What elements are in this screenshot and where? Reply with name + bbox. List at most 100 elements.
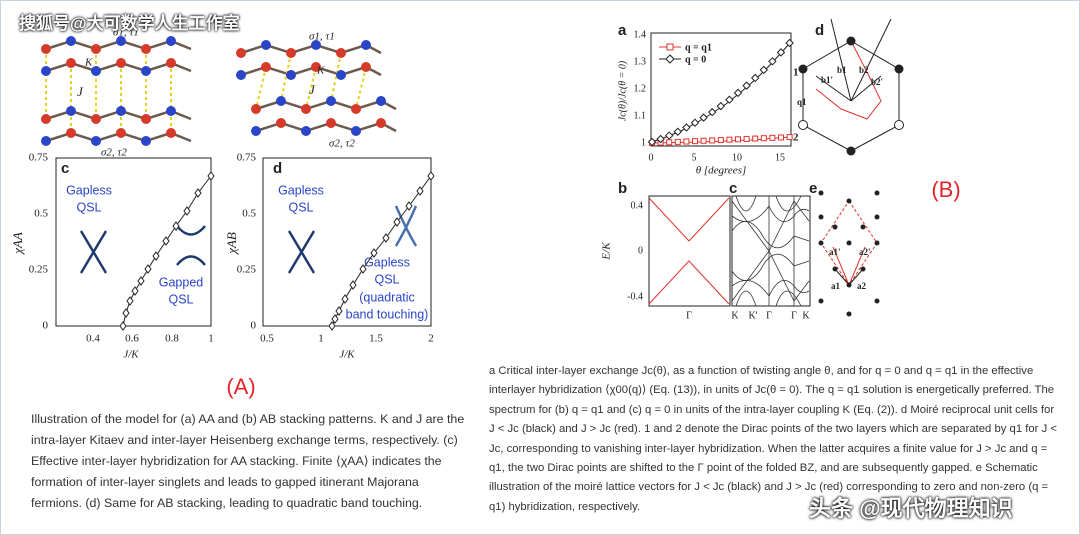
marker (786, 134, 793, 141)
lattice-label: K (84, 57, 93, 69)
panel-label: b (618, 180, 627, 197)
marker (716, 101, 726, 111)
marker (752, 135, 759, 142)
x-axis-label: J/K (123, 349, 139, 361)
panel-tag: (B) (931, 177, 960, 202)
y-tick-label: 1.3 (634, 56, 647, 67)
panel-label: d (815, 22, 824, 39)
y-tick-label: -0.4 (627, 291, 643, 302)
annotation: Gapless (364, 255, 410, 269)
marker (656, 134, 665, 144)
lattice-label: K (316, 65, 325, 77)
y-tick-label: 1.2 (634, 83, 647, 94)
annotation: Gapless (278, 183, 324, 197)
plot-d: d 0 0.25 0.5 0.75 0.5 1 1.5 2 J/K χAB Ga… (224, 152, 435, 361)
vector-label: a1 (831, 281, 841, 291)
y-tick-label: 0.75 (29, 152, 49, 164)
x-tick-label: 0 (649, 152, 654, 163)
x-tick-label: 2 (428, 333, 434, 345)
marker (725, 95, 734, 104)
x-tick-label: 0.6 (125, 333, 139, 345)
plot-a: a 1 1.1 1.2 1.3 1.4 0 5 10 15 θ [degrees… (617, 22, 794, 177)
y-tick-label: 0.75 (237, 152, 257, 164)
x-tick-label: 10 (732, 152, 742, 163)
marker (760, 135, 767, 142)
y-tick-label: 0.5 (34, 208, 48, 220)
marker (778, 134, 784, 141)
vector-label: a1' (829, 247, 841, 257)
marker (700, 137, 707, 144)
x-tick-label: Γ (686, 310, 692, 321)
annotation: QSL (374, 272, 399, 286)
marker (692, 138, 698, 145)
x-tick-label: Γ (791, 310, 797, 321)
x-tick-label: 1 (318, 333, 324, 345)
x-tick-label: 5 (692, 152, 697, 163)
y-axis-label: E/K (601, 242, 613, 261)
lattice-ab (236, 40, 397, 136)
point-label: 1 (793, 67, 799, 79)
watermark: 头条 @现代物理知识 (809, 496, 1013, 521)
y-axis-label: χAB (224, 232, 239, 256)
x-tick-label: 0.8 (165, 333, 179, 345)
marker (742, 81, 751, 90)
y-tick-label: 0.4 (631, 200, 644, 211)
y-tick-label: 0.25 (237, 264, 257, 276)
lattice-label: J (77, 84, 84, 99)
panel-tag: (A) (226, 374, 255, 399)
lattice-aa (41, 36, 192, 146)
panel-label: d (273, 160, 282, 177)
annotation: (quadratic (359, 290, 415, 304)
y-tick-label: 0.5 (242, 208, 256, 220)
caption: a Critical inter-layer exchange Jc(θ), a… (489, 365, 1057, 513)
marker (769, 134, 776, 141)
annotation: Gapped (159, 275, 204, 289)
y-tick-label: 0.25 (29, 264, 49, 276)
watermark: 搜狐号@大可数学人生工作室 (19, 14, 240, 33)
legend-label: q = 0 (685, 54, 706, 65)
y-tick-label: 0 (638, 245, 643, 256)
x-tick-label: 15 (775, 152, 785, 163)
lattice-label: σ2, τ2 (329, 138, 355, 150)
marker (682, 123, 691, 132)
marker (717, 137, 724, 144)
marker (776, 48, 786, 57)
marker (699, 113, 708, 122)
marker (666, 139, 673, 146)
marker (690, 118, 700, 127)
x-tick-label: 1 (208, 333, 214, 345)
lattice-label: σ1, τ1 (113, 27, 139, 39)
lattice-label: σ2, τ2 (101, 147, 127, 159)
panel-label: a (618, 22, 627, 39)
marker (664, 131, 674, 140)
lattice-label: J (309, 82, 316, 97)
marker (733, 88, 743, 98)
y-tick-label: 1.1 (634, 110, 647, 121)
annotation: QSL (288, 200, 313, 214)
annotation: Gapless (66, 183, 112, 197)
y-axis-label: χAA (10, 232, 25, 256)
marker (674, 138, 681, 145)
point-label: b1' (821, 75, 833, 85)
panel-label: c (61, 160, 69, 177)
marker (707, 107, 717, 117)
caption: Illustration of the model for (a) AA and… (31, 412, 465, 510)
panel-label: c (729, 180, 737, 197)
point-label: q1 (797, 97, 807, 107)
x-tick-label: Γ (766, 310, 772, 321)
plot-c: c 0 0.25 0.5 0.75 0.4 0.6 0.8 1 J/K χAA … (10, 152, 215, 361)
plot-hexagon: d 1 2 q1 b1 b2 b1' b2' (793, 18, 904, 156)
annotation: QSL (76, 200, 101, 214)
y-tick-label: 1.4 (634, 29, 647, 40)
point-label: b2 (859, 65, 869, 75)
x-tick-label: 0.4 (86, 333, 100, 345)
marker (743, 135, 750, 142)
marker (750, 73, 760, 83)
marker (768, 57, 777, 66)
x-axis-label: θ [degrees] (696, 165, 747, 177)
y-tick-label: 0 (251, 320, 257, 332)
plot-lattice-vectors: e a1' a2' a1 a2 (809, 180, 880, 317)
y-tick-label: 0 (43, 320, 49, 332)
